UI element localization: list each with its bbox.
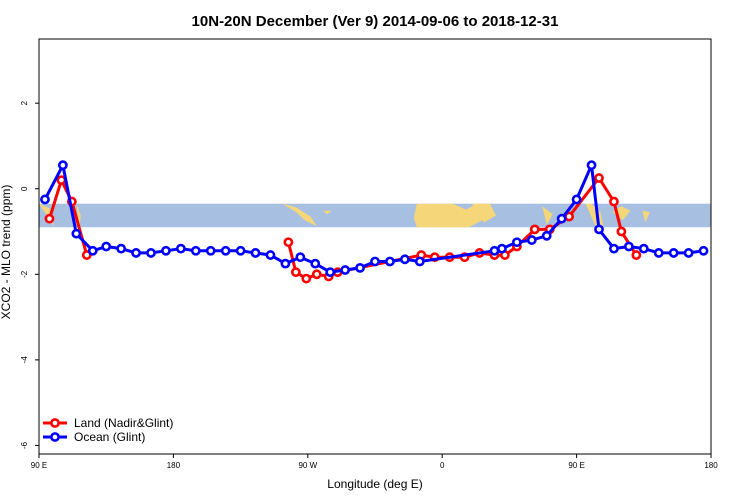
map-land-shape [413,203,489,228]
map-land-shape [76,203,81,228]
data-point [631,250,642,260]
x-tick-label: 90 W [298,461,317,470]
data-point [87,245,98,256]
map-ocean-band [39,203,711,228]
y-axis: 2 0 -2 -4 -6 [20,100,39,449]
x-tick-label: 180 [167,461,181,470]
y-tick-label: -2 [20,270,29,278]
world-map-band [39,203,711,228]
legend-swatch-marker [50,432,60,442]
data-point [571,194,582,205]
x-tick-label: 0 [440,461,445,470]
data-point [71,228,82,239]
data-point [385,256,395,267]
y-tick-label: -6 [20,441,29,449]
data-point [131,248,141,258]
data-point [116,243,127,254]
data-point [325,267,336,278]
map-land-shape [542,206,553,225]
data-point [497,243,507,254]
data-point [399,254,410,265]
data-point [283,237,294,248]
data-point [40,194,50,205]
data-point [698,245,709,256]
data-point [301,273,312,284]
data-point [175,243,186,254]
series-ocean [40,160,709,278]
data-point [653,248,664,258]
data-point [205,245,216,256]
data-point [220,245,231,256]
data-point [609,196,619,207]
data-point [594,173,604,183]
legend: Land (Nadir&Glint)Ocean (Glint) [43,416,173,444]
data-point [529,224,540,235]
data-point [638,243,649,254]
y-axis-label: XCO2 - MLO trend (ppm) [0,185,13,320]
data-point [556,213,567,224]
y-tick-label: -4 [20,356,29,364]
map-land-shape [322,210,332,215]
x-tick-label: 180 [704,461,718,470]
data-point [355,262,365,273]
data-point [526,235,537,245]
data-point [265,250,276,260]
legend-label: Ocean (Glint) [74,430,145,444]
data-point [541,230,552,241]
data-point [683,248,694,258]
data-point [101,241,112,252]
x-axis: 90 E 180 90 W 0 90 E 180 [31,454,718,470]
x-tick-label: 90 E [31,461,47,470]
data-point [146,248,156,258]
data-point [190,245,201,256]
series-layer [40,160,709,284]
data-point [44,213,55,224]
map-land-shape [472,203,496,223]
data-point [489,245,500,256]
data-point [310,258,321,269]
data-point [311,269,322,280]
data-point [290,267,301,278]
x-axis-label: Longitude (deg E) [327,477,422,491]
legend-swatch-marker [50,418,60,428]
map-land-shape [642,210,650,223]
data-point [623,241,634,252]
chart-title: 10N-20N December (Ver 9) 2014-09-06 to 2… [192,13,559,30]
y-tick-label: 2 [20,100,29,105]
data-point [235,245,246,256]
data-point [511,237,522,248]
y-tick-label: 0 [20,186,29,191]
data-point [161,245,171,256]
data-point [586,160,597,171]
data-point [616,226,627,237]
data-point [295,252,306,263]
data-point [609,243,619,254]
data-point [250,248,261,258]
data-point [280,258,291,269]
data-point [370,256,380,267]
legend-label: Land (Nadir&Glint) [74,416,173,430]
data-point [340,265,351,275]
data-point [668,248,679,258]
data-point [57,160,68,171]
data-point [414,256,425,267]
map-land-shape [282,203,317,227]
data-point [594,224,604,235]
plot-frame [38,38,712,455]
x-tick-label: 90 E [568,461,584,470]
